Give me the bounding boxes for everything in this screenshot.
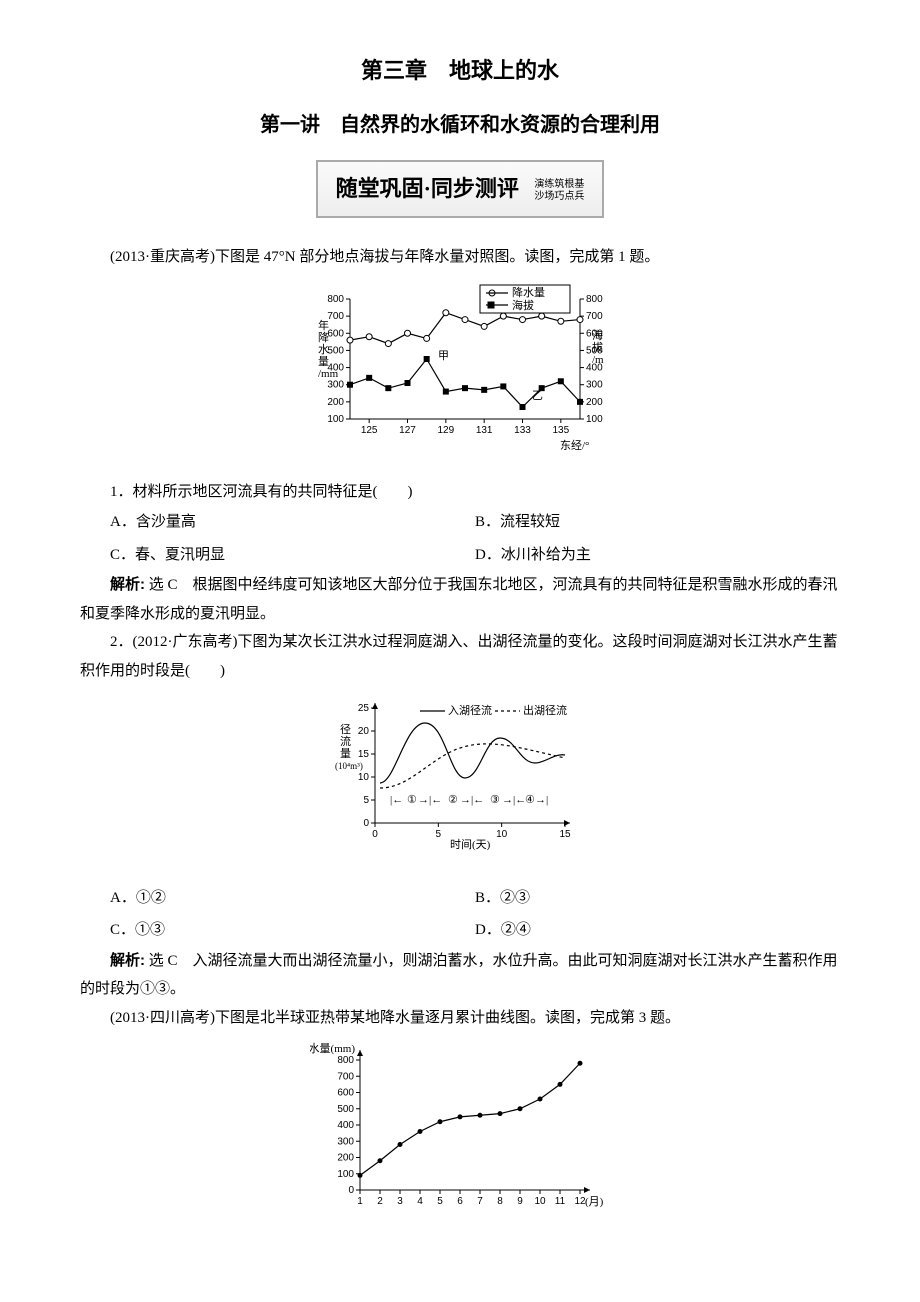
banner-main: 随堂巩固·同步测评 xyxy=(336,176,519,201)
svg-text:10: 10 xyxy=(496,829,508,840)
banner-sub1: 演练筑根基 xyxy=(534,179,584,190)
svg-text:300: 300 xyxy=(327,380,344,391)
q2-explain-text: 选 C 入湖径流量大而出湖径流量小，则湖泊蓄水，水位升高。由此可知洞庭湖对长江洪… xyxy=(80,953,838,998)
svg-text:9: 9 xyxy=(517,1196,523,1207)
svg-text:0: 0 xyxy=(372,829,378,840)
svg-text:3: 3 xyxy=(397,1196,403,1207)
q1-stem: 1．材料所示地区河流具有的共同特征是( ) xyxy=(80,478,840,507)
svg-text:11: 11 xyxy=(555,1196,566,1207)
q1-explain-text: 选 C 根据图中经纬度可知该地区大部分位于我国东北地区，河流具有的共同特征是积雪… xyxy=(80,577,838,622)
svg-text:20: 20 xyxy=(358,726,370,737)
svg-text:800: 800 xyxy=(337,1055,354,1066)
banner-sub2: 沙场巧点兵 xyxy=(534,191,584,202)
svg-text:600: 600 xyxy=(327,328,344,339)
svg-text:100: 100 xyxy=(327,414,344,425)
svg-text:5: 5 xyxy=(436,829,442,840)
q1-option-c: C．春、夏汛明显 xyxy=(110,539,475,572)
svg-text:400: 400 xyxy=(337,1120,354,1131)
q2-explain: 解析: 选 C 入湖径流量大而出湖径流量小，则湖泊蓄水，水位升高。由此可知洞庭湖… xyxy=(80,947,840,1004)
svg-text:→|←: →|← xyxy=(418,794,442,806)
svg-text:800: 800 xyxy=(586,294,603,305)
svg-text:300: 300 xyxy=(337,1136,354,1147)
svg-text:700: 700 xyxy=(327,311,344,322)
svg-text:→|←: →|← xyxy=(460,794,484,806)
svg-text:10: 10 xyxy=(534,1196,546,1207)
q2-option-d: D．②④ xyxy=(475,914,840,947)
c3-xlabel: (月) xyxy=(585,1196,604,1208)
svg-text:→|: →| xyxy=(535,794,548,806)
marker-yi: 乙 xyxy=(532,389,543,402)
svg-text:1: 1 xyxy=(357,1196,363,1207)
c2-legend-in: 入湖径流 xyxy=(448,703,492,717)
q1-intro: (2013·重庆高考)下图是 47°N 部分地点海拔与年降水量对照图。读图，完成… xyxy=(80,243,840,272)
q2-option-a: A．①② xyxy=(110,882,475,915)
q2-stem: 2．(2012·广东高考)下图为某次长江洪水过程洞庭湖入、出湖径流量的变化。这段… xyxy=(80,628,840,685)
svg-text:135: 135 xyxy=(552,425,569,436)
svg-text:2: 2 xyxy=(377,1196,383,1207)
chapter-title: 第三章 地球上的水 xyxy=(80,50,840,92)
svg-text:127: 127 xyxy=(399,425,416,436)
q3-intro: (2013·四川高考)下图是北半球亚热带某地降水量逐月累计曲线图。读图，完成第 … xyxy=(80,1004,840,1033)
svg-text:8: 8 xyxy=(497,1196,503,1207)
svg-text:200: 200 xyxy=(337,1153,354,1164)
q1-options: A．含沙量高 B．流程较短 C．春、夏汛明显 D．冰川补给为主 xyxy=(110,506,840,571)
explain-label: 解析: xyxy=(110,952,145,969)
marker-jia: 甲 xyxy=(438,350,449,362)
legend-elev: 海拔 xyxy=(512,298,534,312)
explain-label: 解析: xyxy=(110,576,145,593)
svg-text:200: 200 xyxy=(327,397,344,408)
seg1: ① xyxy=(407,794,417,806)
svg-text:4: 4 xyxy=(417,1196,423,1207)
section-title: 第一讲 自然界的水循环和水资源的合理利用 xyxy=(80,106,840,144)
svg-text:6: 6 xyxy=(457,1196,463,1207)
q1-option-d: D．冰川补给为主 xyxy=(475,539,840,572)
svg-text:200: 200 xyxy=(586,397,603,408)
seg4: ④ xyxy=(525,794,535,806)
c1-xlabel: 东经/° xyxy=(560,439,589,452)
svg-text:133: 133 xyxy=(514,425,531,436)
svg-text:→|←: →|← xyxy=(502,794,526,806)
svg-text:700: 700 xyxy=(337,1071,354,1082)
svg-text:15: 15 xyxy=(559,829,571,840)
q1-explain: 解析: 选 C 根据图中经纬度可知该地区大部分位于我国东北地区，河流具有的共同特… xyxy=(80,571,840,628)
c2-legend-out: 出湖径流 xyxy=(523,703,567,717)
chart3: 0100200300400500600700800 12345678910111… xyxy=(80,1040,840,1231)
svg-text:300: 300 xyxy=(586,380,603,391)
seg3: ③ xyxy=(490,794,500,806)
c1-ylabel-right: 海拔/m xyxy=(592,328,604,366)
q2-option-c: C．①③ xyxy=(110,914,475,947)
svg-text:600: 600 xyxy=(337,1088,354,1099)
svg-text:5: 5 xyxy=(437,1196,443,1207)
q2-options: A．①② B．②③ C．①③ D．②④ xyxy=(110,882,840,947)
c2-xlabel: 时间(天) xyxy=(450,838,491,851)
svg-text:700: 700 xyxy=(586,311,603,322)
svg-text:0: 0 xyxy=(363,818,369,829)
banner: 随堂巩固·同步测评 演练筑根基 沙场巧点兵 xyxy=(80,160,840,218)
svg-text:131: 131 xyxy=(476,425,493,436)
q2-option-b: B．②③ xyxy=(475,882,840,915)
q1-option-a: A．含沙量高 xyxy=(110,506,475,539)
svg-text:|←: |← xyxy=(390,794,403,806)
svg-text:125: 125 xyxy=(361,425,378,436)
svg-text:10: 10 xyxy=(358,772,370,783)
svg-text:100: 100 xyxy=(337,1169,354,1180)
chart2: 0510152025 051015 径流量(10⁴m³) 时间(天) 入湖径流 … xyxy=(80,693,840,874)
svg-text:15: 15 xyxy=(358,749,370,760)
svg-text:5: 5 xyxy=(363,795,369,806)
svg-text:100: 100 xyxy=(586,414,603,425)
chart1: 1001002002003003004004005005006006007007… xyxy=(80,279,840,470)
c3-ylabel: 降水量(mm) xyxy=(310,1041,355,1055)
q1-option-b: B．流程较短 xyxy=(475,506,840,539)
svg-text:129: 129 xyxy=(437,425,454,436)
legend-precip: 降水量 xyxy=(512,285,545,299)
svg-text:800: 800 xyxy=(327,294,344,305)
svg-text:500: 500 xyxy=(337,1104,354,1115)
svg-text:500: 500 xyxy=(327,346,344,357)
svg-text:0: 0 xyxy=(348,1185,354,1196)
seg2: ② xyxy=(448,794,458,806)
svg-text:7: 7 xyxy=(477,1196,483,1207)
svg-text:25: 25 xyxy=(358,703,370,714)
